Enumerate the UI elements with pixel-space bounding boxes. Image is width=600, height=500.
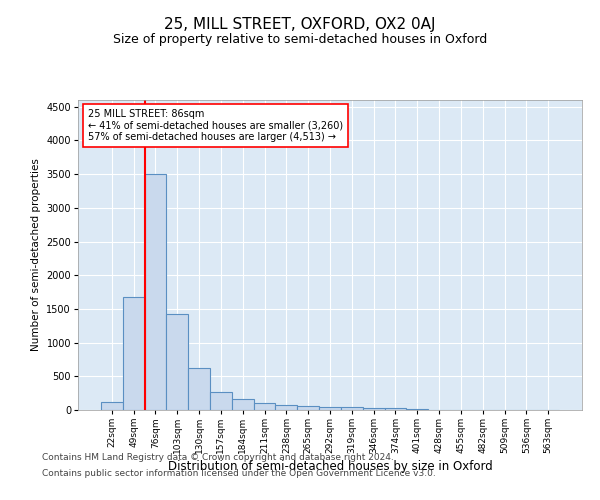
Bar — [210, 392, 232, 410]
Bar — [101, 402, 123, 410]
Bar — [123, 297, 145, 410]
Bar — [188, 368, 210, 410]
Bar — [232, 399, 254, 410]
Bar — [166, 314, 188, 410]
Text: 25, MILL STREET, OXFORD, OX2 0AJ: 25, MILL STREET, OXFORD, OX2 0AJ — [164, 18, 436, 32]
Y-axis label: Number of semi-detached properties: Number of semi-detached properties — [31, 158, 41, 352]
Bar — [319, 406, 341, 410]
Bar — [363, 408, 385, 410]
Bar — [145, 174, 166, 410]
Text: Contains HM Land Registry data © Crown copyright and database right 2024.: Contains HM Land Registry data © Crown c… — [42, 454, 394, 462]
Bar — [254, 404, 275, 410]
Text: Size of property relative to semi-detached houses in Oxford: Size of property relative to semi-detach… — [113, 32, 487, 46]
Bar — [297, 406, 319, 410]
X-axis label: Distribution of semi-detached houses by size in Oxford: Distribution of semi-detached houses by … — [167, 460, 493, 473]
Bar — [275, 405, 297, 410]
Text: 25 MILL STREET: 86sqm
← 41% of semi-detached houses are smaller (3,260)
57% of s: 25 MILL STREET: 86sqm ← 41% of semi-deta… — [88, 110, 343, 142]
Bar — [341, 408, 363, 410]
Text: Contains public sector information licensed under the Open Government Licence v3: Contains public sector information licen… — [42, 468, 436, 477]
Bar — [385, 408, 406, 410]
